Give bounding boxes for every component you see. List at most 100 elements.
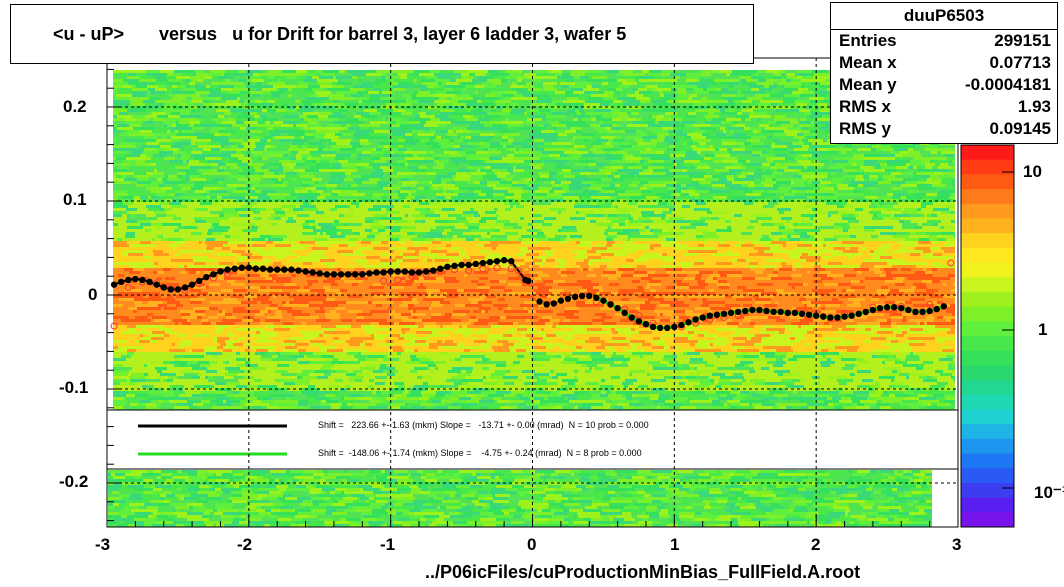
- heatmap-cell: [703, 199, 719, 202]
- heatmap-cell: [288, 103, 304, 106]
- heatmap-cell: [749, 187, 753, 190]
- heatmap-cell: [407, 73, 411, 76]
- heatmap-cell: [390, 115, 397, 118]
- heatmap-cell: [294, 139, 300, 142]
- heatmap-cell: [506, 148, 510, 151]
- heatmap-cell: [449, 220, 457, 223]
- heatmap-cell: [323, 70, 339, 73]
- heatmap-cell: [697, 124, 711, 127]
- heatmap-cell: [687, 187, 697, 190]
- heatmap-cell: [532, 226, 537, 229]
- heatmap-cell: [670, 157, 681, 160]
- heatmap-cell: [519, 178, 523, 181]
- heatmap-cell: [296, 220, 305, 223]
- heatmap-cell: [606, 208, 616, 211]
- heatmap-cell: [886, 220, 892, 223]
- heatmap-cell: [130, 223, 140, 226]
- heatmap-cell: [755, 94, 766, 97]
- heatmap-cell: [141, 145, 157, 148]
- heatmap-cell: [339, 109, 347, 112]
- heatmap-cell: [815, 130, 825, 133]
- heatmap-cell: [501, 82, 512, 85]
- heatmap-cell: [409, 91, 413, 94]
- heatmap-cell: [339, 145, 352, 148]
- heatmap-cell: [807, 187, 813, 190]
- heatmap-cell: [524, 160, 537, 163]
- heatmap-cell: [366, 76, 381, 79]
- heatmap-cell: [917, 208, 921, 211]
- heatmap-cell: [194, 103, 203, 106]
- heatmap-cell: [418, 151, 426, 154]
- heatmap-cell: [181, 217, 194, 220]
- heatmap-cell: [172, 124, 176, 127]
- heatmap-cell: [670, 118, 682, 121]
- heatmap-cell: [145, 160, 161, 163]
- heatmap-cell: [467, 121, 480, 124]
- heatmap-cell: [744, 94, 755, 97]
- heatmap-cell: [405, 88, 421, 91]
- heatmap-cell: [156, 148, 164, 151]
- heatmap-cell: [742, 112, 750, 115]
- heatmap-cell: [280, 94, 288, 97]
- heatmap-cell: [162, 178, 167, 181]
- heatmap-cell: [552, 100, 563, 103]
- heatmap-cell: [556, 103, 568, 106]
- heatmap-cell: [249, 199, 252, 202]
- heatmap-cell: [369, 82, 381, 85]
- heatmap-cell: [228, 136, 238, 139]
- heatmap-cell: [306, 187, 316, 190]
- heatmap-cell: [515, 127, 521, 130]
- heatmap-cell: [828, 211, 838, 214]
- heatmap-cell: [285, 175, 300, 178]
- heatmap-cell: [660, 94, 664, 97]
- heatmap-cell: [904, 208, 917, 211]
- heatmap-cell: [200, 121, 216, 124]
- heatmap-cell: [750, 220, 758, 223]
- heatmap-cell: [618, 172, 628, 175]
- heatmap-cell: [402, 94, 411, 97]
- heatmap-cell: [786, 205, 797, 208]
- heatmap-cell: [449, 127, 452, 130]
- heatmap-cell: [399, 103, 411, 106]
- heatmap-cell: [704, 175, 712, 178]
- heatmap-cell: [675, 178, 687, 181]
- heatmap-cell: [801, 232, 807, 235]
- heatmap-cell: [698, 211, 707, 214]
- heatmap-cell: [195, 91, 210, 94]
- heatmap-cell: [657, 142, 668, 145]
- heatmap-cell: [436, 226, 452, 229]
- heatmap-cell: [555, 181, 561, 184]
- heatmap-cell: [416, 190, 428, 193]
- heatmap-cell: [666, 214, 680, 217]
- heatmap-cell: [952, 217, 955, 220]
- heatmap-cell: [503, 145, 506, 148]
- heatmap-cell: [774, 133, 786, 136]
- heatmap-cell: [689, 193, 699, 196]
- heatmap-cell: [891, 214, 894, 217]
- heatmap-cell: [308, 142, 313, 145]
- heatmap-cell: [819, 127, 830, 130]
- heatmap-cell: [624, 73, 636, 76]
- heatmap-cell: [908, 169, 917, 172]
- heatmap-cell: [926, 193, 932, 196]
- heatmap-cell: [596, 139, 608, 142]
- heatmap-cell: [323, 130, 339, 133]
- heatmap-cell: [740, 166, 746, 169]
- heatmap-cell: [386, 79, 390, 82]
- heatmap-cell: [569, 148, 577, 151]
- heatmap-cell: [199, 235, 208, 238]
- heatmap-cell: [140, 154, 146, 157]
- heatmap-cell: [363, 187, 369, 190]
- heatmap-cell: [720, 127, 725, 130]
- heatmap-cell: [218, 190, 227, 193]
- heatmap-cell: [397, 115, 406, 118]
- heatmap-cell: [185, 169, 197, 172]
- heatmap-cell: [328, 214, 339, 217]
- heatmap-cell: [448, 166, 462, 169]
- heatmap-cell: [805, 85, 820, 88]
- heatmap-cell: [231, 223, 246, 226]
- heatmap-cell: [389, 145, 398, 148]
- heatmap-cell: [730, 130, 734, 133]
- heatmap-cell: [236, 148, 245, 151]
